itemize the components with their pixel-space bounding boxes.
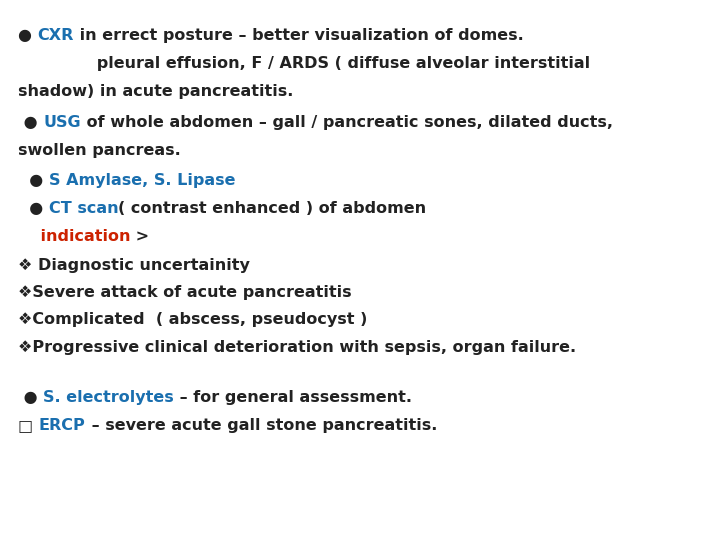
Text: ●: ● [18, 201, 49, 216]
Text: in errect posture – better visualization of domes.: in errect posture – better visualization… [74, 28, 523, 43]
Text: S. electrolytes: S. electrolytes [43, 390, 174, 405]
Text: S Amylase, S. Lipase: S Amylase, S. Lipase [49, 173, 235, 188]
Text: CT scan: CT scan [49, 201, 119, 216]
Text: ❖Complicated  ( abscess, pseudocyst ): ❖Complicated ( abscess, pseudocyst ) [18, 312, 367, 327]
Text: >: > [130, 229, 150, 244]
Text: indication: indication [18, 229, 130, 244]
Text: USG: USG [43, 115, 81, 130]
Text: CXR: CXR [37, 28, 74, 43]
Text: ❖Severe attack of acute pancreatitis: ❖Severe attack of acute pancreatitis [18, 285, 351, 300]
Text: – severe acute gall stone pancreatitis.: – severe acute gall stone pancreatitis. [86, 418, 437, 433]
Text: □: □ [18, 418, 39, 433]
Text: ●: ● [18, 173, 49, 188]
Text: ●: ● [18, 115, 43, 130]
Text: ●: ● [18, 28, 37, 43]
Text: ( contrast enhanced ) of abdomen: ( contrast enhanced ) of abdomen [119, 201, 427, 216]
Text: ERCP: ERCP [39, 418, 86, 433]
Text: pleural effusion, F / ARDS ( diffuse alveolar interstitial: pleural effusion, F / ARDS ( diffuse alv… [18, 56, 590, 71]
Text: shadow) in acute pancreatitis.: shadow) in acute pancreatitis. [18, 84, 293, 99]
Text: ❖ Diagnostic uncertainity: ❖ Diagnostic uncertainity [18, 258, 250, 273]
Text: ❖Progressive clinical deterioration with sepsis, organ failure.: ❖Progressive clinical deterioration with… [18, 340, 576, 355]
Text: – for general assessment.: – for general assessment. [174, 390, 412, 405]
Text: swollen pancreas.: swollen pancreas. [18, 143, 181, 158]
Text: of whole abdomen – gall / pancreatic sones, dilated ducts,: of whole abdomen – gall / pancreatic son… [81, 115, 613, 130]
Text: ●: ● [18, 390, 43, 405]
